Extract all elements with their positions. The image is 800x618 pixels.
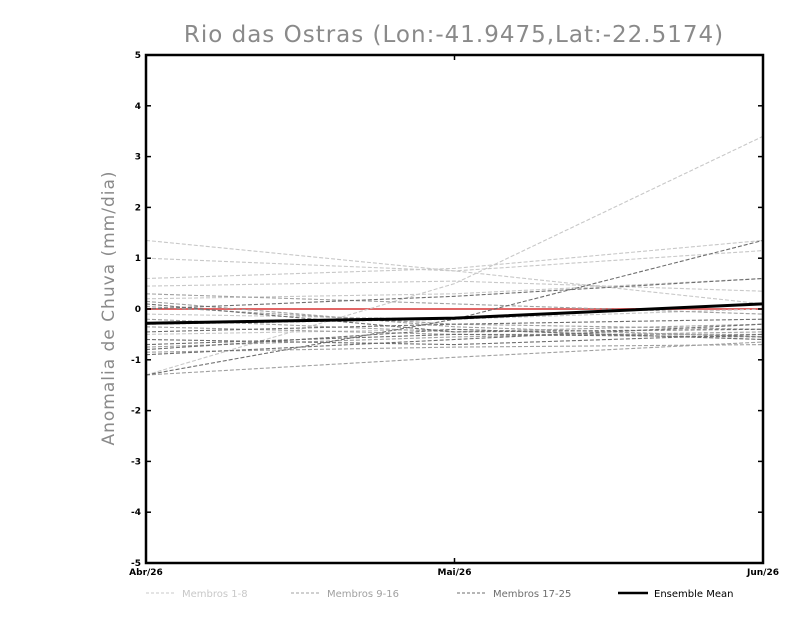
member-line-20 — [145, 277, 764, 310]
member-line-3 — [145, 280, 764, 292]
x-tick-label: Mai/26 — [438, 568, 472, 578]
member-line-2 — [145, 239, 764, 280]
y-tick-label: 4 — [135, 102, 141, 112]
y-tick-label: 2 — [135, 203, 141, 213]
x-tick-label: Abr/26 — [129, 568, 163, 578]
member-line-19 — [145, 328, 764, 351]
member-line-14 — [145, 300, 764, 338]
y-tick-label: 5 — [135, 51, 141, 61]
member-line-15 — [145, 293, 764, 315]
legend: Membros 1-8 Membros 9-16 Membros 17-25 Ense… — [146, 589, 733, 600]
y-tick-label: 0 — [135, 305, 141, 315]
y-tick-label: -5 — [131, 559, 141, 569]
y-tick-label: -2 — [131, 407, 141, 417]
ensemble-mean-line — [145, 302, 764, 325]
series-layer — [145, 135, 764, 376]
y-tick-label: -4 — [131, 508, 141, 518]
x-tick-label: Jun/26 — [746, 568, 779, 578]
member-line-12 — [145, 344, 764, 353]
legend-label: Ensemble Mean — [654, 589, 733, 600]
chart-title: Rio das Ostras (Lon:-41.9475,Lat:-22.517… — [184, 22, 724, 48]
legend-label: Membros 17-25 — [493, 589, 571, 600]
member-line-7 — [145, 135, 764, 376]
y-axis-label: Anomalia de Chuva (mm/dia) — [99, 170, 119, 445]
axes-layer: -5 -4 -3 -2 -1 0 1 2 3 4 5 Abr/26 Mai/26 Jun/26 — [129, 51, 779, 578]
member-line-18 — [145, 323, 764, 356]
y-tick-label: 3 — [135, 153, 141, 163]
member-line-25 — [145, 318, 764, 333]
y-tick-label: 1 — [135, 254, 141, 264]
member-line-8 — [145, 250, 764, 272]
member-line-23 — [145, 303, 764, 333]
y-tick-label: -1 — [131, 356, 141, 366]
y-tick-label: -3 — [131, 457, 141, 467]
legend-label: Membros 1-8 — [182, 589, 248, 600]
member-line-11 — [145, 331, 764, 348]
member-line-13 — [145, 341, 764, 376]
member-line-24 — [145, 333, 764, 346]
legend-label: Membros 9-16 — [327, 589, 399, 600]
member-line-1 — [145, 239, 764, 305]
